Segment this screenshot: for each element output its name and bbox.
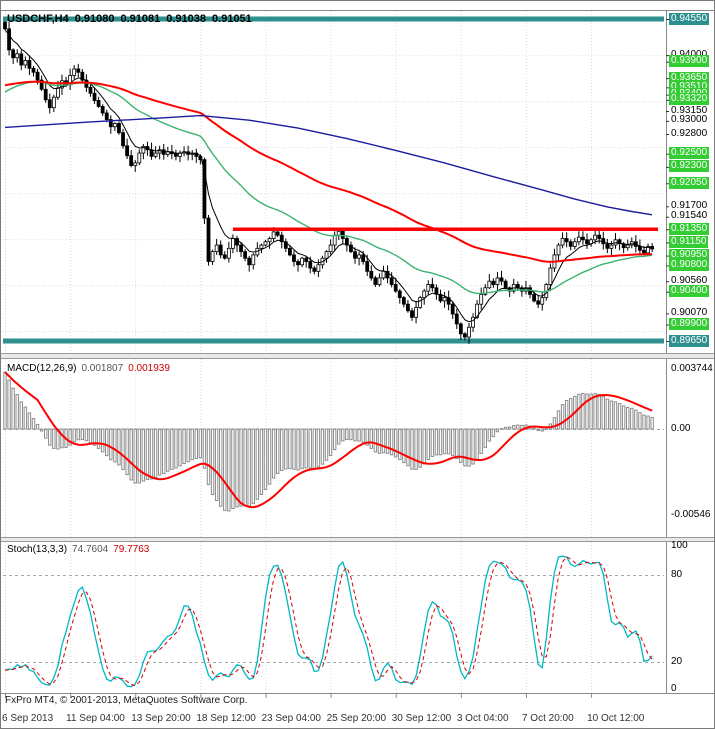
stoch-axis-100: 100	[671, 540, 688, 551]
time-axis-label: 3 Oct 04:00	[456, 713, 509, 724]
stoch-axis-0: 0	[671, 683, 677, 694]
price-axis-label: 0.92050	[669, 176, 710, 189]
symbol-timeframe-label: USDCHF,H4	[7, 13, 69, 25]
macd-value-signal: 0.001939	[128, 363, 170, 374]
stoch-axis-20: 20	[671, 656, 683, 667]
stoch-d-line	[4, 556, 653, 687]
macd-axis-min: -0.00546	[671, 509, 711, 520]
macd-signal-line	[4, 371, 653, 509]
stoch-value-main: 74.7604	[72, 544, 109, 555]
panel-divider-stoch[interactable]	[1, 537, 714, 542]
macd-name: MACD(12,26,9)	[7, 363, 77, 374]
macd-histogram	[3, 371, 654, 512]
stoch-indicator-label: Stoch(13,3,3) 74.7604 79.7763	[7, 544, 149, 555]
macd-axis-zero: 0.00	[671, 423, 691, 434]
price-axis-label: 0.90400	[669, 285, 710, 298]
ohlc-header: USDCHF,H4 0.91080 0.91081 0.91038 0.91051	[7, 13, 258, 25]
stoch-name: Stoch(13,3,3)	[7, 544, 68, 555]
price-axis-label: 0.90560	[671, 274, 708, 286]
macd-indicator-label: MACD(12,26,9) 0.001807 0.001939	[7, 363, 170, 374]
teal-band-lower[interactable]	[3, 338, 664, 344]
ohlc-high: 0.91081	[120, 13, 161, 25]
ohlc-open: 0.91080	[74, 13, 115, 25]
price-axis-label: 0.93900	[669, 55, 710, 68]
time-axis-label: 25 Sep 20:00	[326, 713, 387, 724]
price-axis-label: 0.92500	[669, 147, 710, 160]
price-axis-label: 0.91540	[671, 210, 708, 222]
candles-series	[3, 20, 655, 344]
panel-divider-macd[interactable]	[1, 353, 714, 359]
price-axis-label: 0.94550	[669, 12, 710, 25]
time-axis-label: 7 Oct 20:00	[521, 713, 574, 724]
price-axis-label: 0.92300	[669, 160, 710, 173]
price-axis-label: 0.90070	[671, 306, 708, 318]
price-axis-label: 0.89650	[669, 334, 710, 347]
price-axis-label: 0.89900	[669, 318, 710, 331]
price-axis-label: 0.93000	[671, 114, 708, 126]
copyright-label: FxPro MT4, © 2001-2013, MetaQuotes Softw…	[5, 695, 248, 706]
ma-mid-green-line	[4, 81, 653, 295]
ma-slow-red-line	[4, 80, 653, 263]
price-axis-label: 0.93650	[669, 71, 710, 84]
price-axis-label: 0.91350	[669, 222, 710, 235]
time-axis-label: 23 Sep 04:00	[261, 713, 321, 724]
teal-band-upper[interactable]	[3, 16, 664, 22]
macd-axis-max: 0.003744	[671, 363, 713, 374]
grid-lines	[3, 11, 664, 693]
price-axis-label: 0.91700	[671, 199, 708, 211]
price-axis-label: 0.93150	[671, 104, 708, 116]
price-axis-label: 0.93320	[669, 93, 710, 106]
price-axis-label: 0.92800	[671, 127, 708, 139]
price-axis-label: 0.90950	[669, 249, 710, 262]
time-axis-label: 18 Sep 12:00	[196, 713, 256, 724]
stoch-k-line	[4, 555, 653, 688]
time-axis-label: 11 Sep 04:00	[66, 713, 125, 724]
panel-frames	[1, 10, 714, 698]
stoch-axis-80: 80	[671, 569, 683, 580]
stoch-value-signal: 79.7763	[113, 544, 150, 555]
price-axis-label: 0.94000	[671, 48, 708, 60]
macd-value-main: 0.001807	[81, 363, 124, 374]
price-axis-label: 0.90800	[669, 258, 710, 271]
time-axis-label: 10 Oct 12:00	[587, 713, 645, 724]
time-axis-label: 30 Sep 12:00	[391, 713, 452, 724]
time-axis-label: 13 Sep 20:00	[131, 713, 191, 724]
price-axis-label: 0.91150	[669, 235, 709, 248]
ma-fast-black-line	[4, 29, 653, 323]
ohlc-close: 0.91051	[212, 13, 252, 25]
ma-slowest-blue-line	[4, 114, 653, 216]
ohlc-low: 0.91038	[166, 13, 207, 25]
time-axis-label: 6 Sep 2013	[2, 713, 54, 724]
